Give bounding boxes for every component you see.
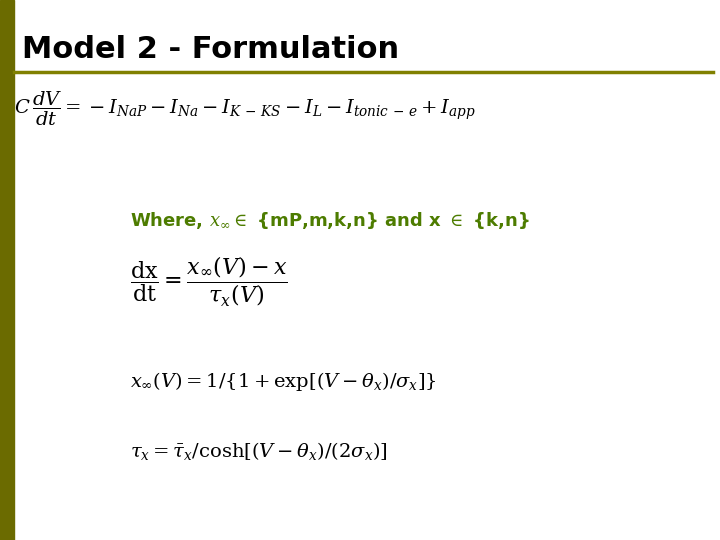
Text: $C\,\dfrac{dV}{dt} = -I_{NaP} - I_{Na} - I_{K\,-\,KS} - I_L - I_{tonic\,-\,e} + : $C\,\dfrac{dV}{dt} = -I_{NaP} - I_{Na} -… [14, 90, 476, 128]
Text: Where, $x_{\infty}\in$ {mP,m,k,n} and x $\in$ {k,n}: Where, $x_{\infty}\in$ {mP,m,k,n} and x … [130, 210, 530, 231]
Text: $\dfrac{\mathrm{dx}}{\mathrm{dt}} = \dfrac{x_{\infty}(V) - x}{\tau_x(V)}$: $\dfrac{\mathrm{dx}}{\mathrm{dt}} = \dfr… [130, 255, 288, 309]
Text: $\tau_x = \bar{\tau}_x / \cosh[(V - \theta_x)/(2\sigma_x)]$: $\tau_x = \bar{\tau}_x / \cosh[(V - \the… [130, 440, 388, 462]
Text: $x_{\infty}(V) = 1/\{1 + \exp[(V - \theta_x)/\sigma_x]\}$: $x_{\infty}(V) = 1/\{1 + \exp[(V - \thet… [130, 370, 436, 393]
Text: Model 2 - Formulation: Model 2 - Formulation [22, 35, 399, 64]
Bar [0, 0, 14, 540]
